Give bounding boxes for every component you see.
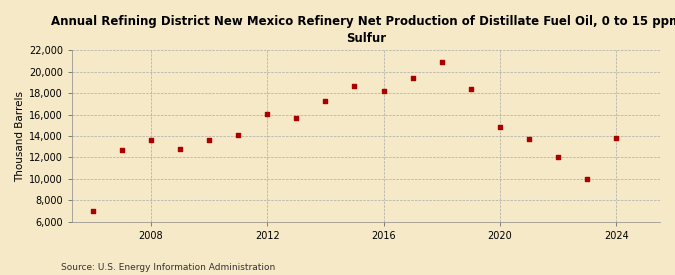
Point [87, 209, 98, 213]
Point [378, 89, 389, 93]
Point [466, 87, 477, 91]
Text: Source: U.S. Energy Information Administration: Source: U.S. Energy Information Administ… [61, 263, 275, 272]
Point [582, 177, 593, 181]
Point [145, 138, 156, 142]
Point [436, 60, 447, 64]
Point [116, 148, 127, 152]
Point [291, 116, 302, 120]
Point [407, 76, 418, 80]
Point [349, 84, 360, 88]
Point [233, 133, 244, 137]
Point [524, 137, 535, 141]
Point [262, 111, 273, 116]
Point [495, 125, 506, 130]
Title: Annual Refining District New Mexico Refinery Net Production of Distillate Fuel O: Annual Refining District New Mexico Refi… [51, 15, 675, 45]
Point [204, 138, 215, 142]
Point [320, 98, 331, 103]
Point [174, 147, 185, 151]
Point [611, 136, 622, 140]
Y-axis label: Thousand Barrels: Thousand Barrels [15, 90, 25, 182]
Point [553, 155, 564, 160]
